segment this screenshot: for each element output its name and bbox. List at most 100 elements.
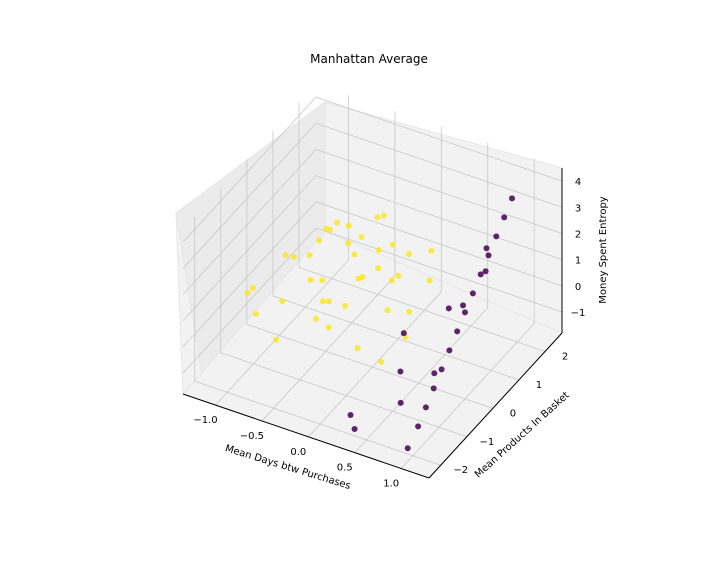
z-axis-label: Money Spent Entropy xyxy=(598,196,609,304)
y-gridline xyxy=(272,130,520,381)
scatter-point xyxy=(307,276,314,283)
scatter-point xyxy=(306,252,313,259)
y-gridline xyxy=(298,102,546,352)
z-tick-label: −1 xyxy=(571,308,586,319)
x-gridline xyxy=(215,95,349,406)
x-tick-label: 1.0 xyxy=(383,478,399,489)
scatter-point xyxy=(272,336,279,343)
scatter-point xyxy=(312,315,319,322)
scatter-point xyxy=(460,302,466,309)
scatter-point xyxy=(477,271,484,278)
scatter-point xyxy=(342,302,349,309)
scatter-point xyxy=(326,298,332,305)
scatter-point xyxy=(406,308,413,315)
x-tick-label: −1.0 xyxy=(193,415,217,426)
scatter-point xyxy=(431,370,438,377)
scatter-point xyxy=(355,275,362,282)
scatter-point xyxy=(375,265,382,272)
scatter-point xyxy=(351,251,358,258)
scatter-point xyxy=(388,277,395,284)
y-axis-line xyxy=(428,332,563,479)
y-gridline xyxy=(246,159,494,409)
scatter-point xyxy=(347,412,354,418)
x-gridline xyxy=(400,158,535,469)
y-tick-label: 0 xyxy=(510,408,516,419)
scatter-point xyxy=(351,426,358,432)
scatter-point xyxy=(430,385,437,392)
scatter-point xyxy=(446,347,453,354)
scatter-point xyxy=(244,290,251,296)
gridlines xyxy=(182,95,563,469)
scatter-point xyxy=(400,330,407,337)
scatter-point xyxy=(290,254,297,260)
z-gridline xyxy=(182,122,563,269)
data-points xyxy=(244,195,515,452)
tick-labels: −1.0 −0.5 0.0 0.5 1.0 −2 −1 0 1 2 −1 0 1 2 3 4 xyxy=(193,177,585,489)
scatter-point xyxy=(406,251,412,257)
scatter-point xyxy=(374,214,381,221)
scatter-point xyxy=(279,298,286,305)
z-gridline xyxy=(182,227,563,374)
scatter-point xyxy=(395,272,402,279)
y-tick-label: −2 xyxy=(453,465,468,476)
x-axis-line xyxy=(182,393,430,479)
y-tick-label: −1 xyxy=(479,437,494,448)
scatter-point xyxy=(319,298,326,305)
x-tick-label: 0.5 xyxy=(337,463,353,474)
z-tick-label: 0 xyxy=(575,282,581,293)
scatter-point xyxy=(469,290,476,297)
scatter-point xyxy=(397,399,404,406)
scatter-point xyxy=(501,214,508,221)
x-tick-label: 0.0 xyxy=(290,447,306,458)
scatter-point xyxy=(345,222,352,229)
scatter-point xyxy=(404,445,411,452)
scatter-point xyxy=(426,277,433,284)
scatter-point xyxy=(422,404,429,411)
z-gridline xyxy=(182,149,563,295)
scatter-point xyxy=(454,328,461,335)
z-tick-label: 2 xyxy=(575,229,581,240)
scatter-point xyxy=(282,252,289,258)
scatter-point xyxy=(378,358,385,365)
scatter-point xyxy=(326,226,333,233)
y-tick-label: 1 xyxy=(536,380,542,391)
scatter-point xyxy=(325,324,332,331)
x-axis-label: Mean Days btw Purchases xyxy=(224,443,352,492)
scatter-point xyxy=(354,345,361,352)
z-gridline xyxy=(182,201,563,348)
scatter-point xyxy=(482,268,489,275)
scatter-point xyxy=(397,368,404,375)
z-tick-label: 4 xyxy=(575,177,581,188)
scatter-point xyxy=(483,245,490,252)
scatter-point xyxy=(358,234,365,240)
y-gridline xyxy=(194,216,441,466)
scatter-point xyxy=(493,233,500,240)
scatter-point xyxy=(438,366,445,373)
scatter-point xyxy=(316,237,323,244)
scatter-point xyxy=(384,307,391,314)
scatter-point xyxy=(485,252,492,259)
scatter-point xyxy=(375,247,382,254)
y-tick-label: 2 xyxy=(562,351,568,362)
scatter-point xyxy=(345,240,352,247)
scatter-point xyxy=(415,423,422,430)
z-gridline xyxy=(182,175,563,321)
scatter-point xyxy=(319,277,326,284)
scatter-point xyxy=(334,219,341,226)
scatter-point xyxy=(380,212,387,219)
z-gridline xyxy=(182,96,563,243)
scatter-point xyxy=(250,284,256,291)
z-tick-label: 3 xyxy=(575,203,581,214)
scatter-point xyxy=(428,247,435,254)
scatter-point xyxy=(509,195,515,202)
scatter-point xyxy=(389,241,396,248)
y-gridline xyxy=(220,187,467,438)
chart-title: Manhattan Average xyxy=(310,52,428,66)
scatter-point xyxy=(445,305,452,312)
scatter-point xyxy=(252,310,259,317)
scatter-point xyxy=(462,309,468,316)
x-tick-label: −0.5 xyxy=(240,431,264,442)
z-tick-label: 1 xyxy=(575,256,581,267)
